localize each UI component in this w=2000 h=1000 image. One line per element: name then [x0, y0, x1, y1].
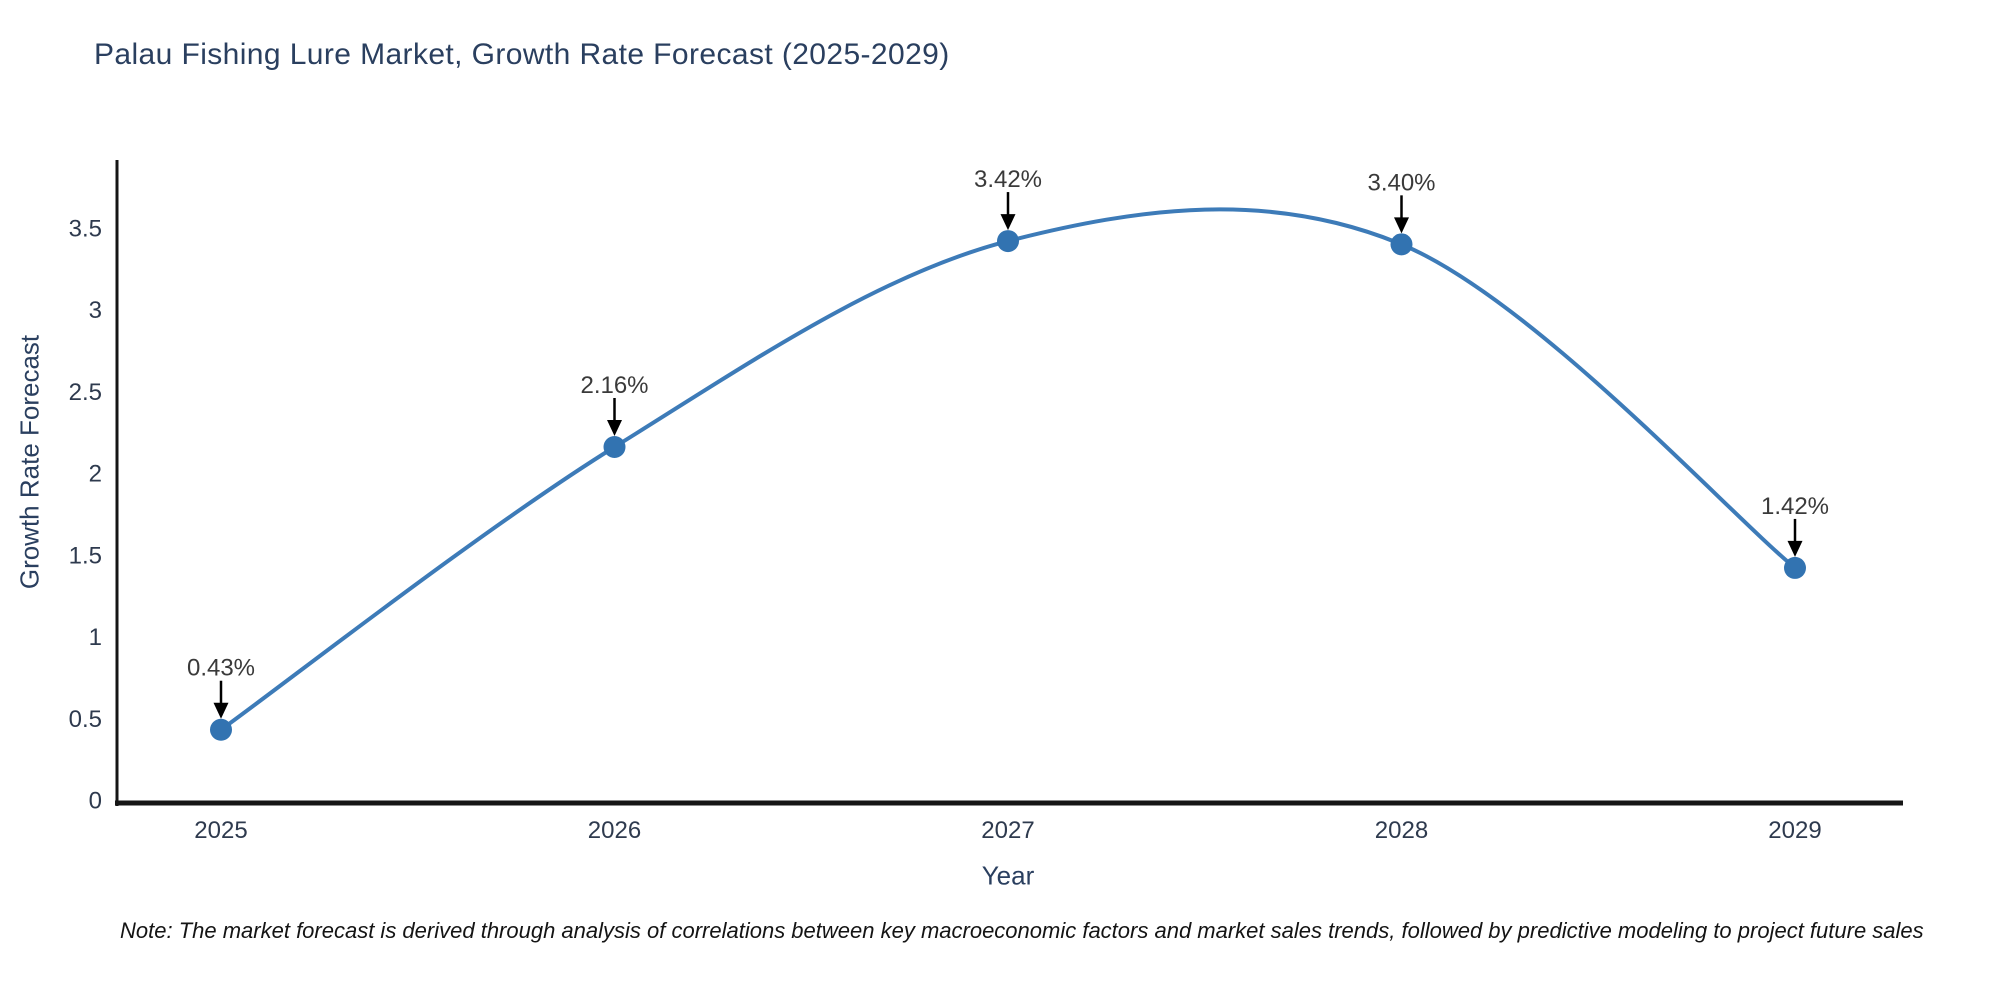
data-point-value-label: 2.16%	[580, 372, 648, 399]
x-tick-label: 2025	[194, 817, 247, 844]
data-point-marker	[210, 718, 232, 741]
y-tick-label: 3	[89, 297, 102, 324]
data-point-marker	[1784, 556, 1806, 579]
data-point-value-label: 3.42%	[974, 166, 1042, 193]
annotation-arrowhead-icon	[213, 702, 229, 719]
annotation-arrowhead-icon	[1394, 217, 1409, 234]
x-tick-label: 2029	[1768, 817, 1821, 844]
annotation-arrowhead-icon	[1000, 214, 1016, 231]
data-point-value-label: 1.42%	[1761, 493, 1829, 520]
x-tick-label: 2028	[1375, 817, 1428, 844]
y-tick-label: 1	[89, 624, 102, 651]
data-point-marker	[1390, 233, 1413, 256]
y-tick-label: 2	[89, 461, 102, 488]
annotation-arrowhead-icon	[1787, 540, 1803, 557]
y-tick-label: 0.5	[69, 706, 102, 733]
y-tick-label: 0	[89, 788, 102, 815]
x-tick-label: 2027	[981, 817, 1034, 844]
forecast-line	[219, 207, 1797, 732]
y-tick-label: 3.5	[69, 216, 102, 243]
x-tick-label: 2026	[588, 817, 641, 844]
y-tick-label: 2.5	[69, 379, 102, 406]
chart-title: Palau Fishing Lure Market, Growth Rate F…	[94, 38, 950, 71]
y-tick-label: 1.5	[69, 542, 102, 569]
y-axis-title: Growth Rate Forecast	[14, 334, 45, 590]
data-point-marker	[603, 435, 626, 458]
chart-footnote: Note: The market forecast is derived thr…	[120, 918, 1924, 943]
annotation-arrowhead-icon	[607, 419, 622, 436]
data-point-value-label: 0.43%	[187, 655, 255, 682]
x-axis-title: Year	[981, 860, 1035, 891]
data-point-value-label: 3.40%	[1367, 169, 1435, 196]
data-point-marker	[997, 230, 1019, 253]
